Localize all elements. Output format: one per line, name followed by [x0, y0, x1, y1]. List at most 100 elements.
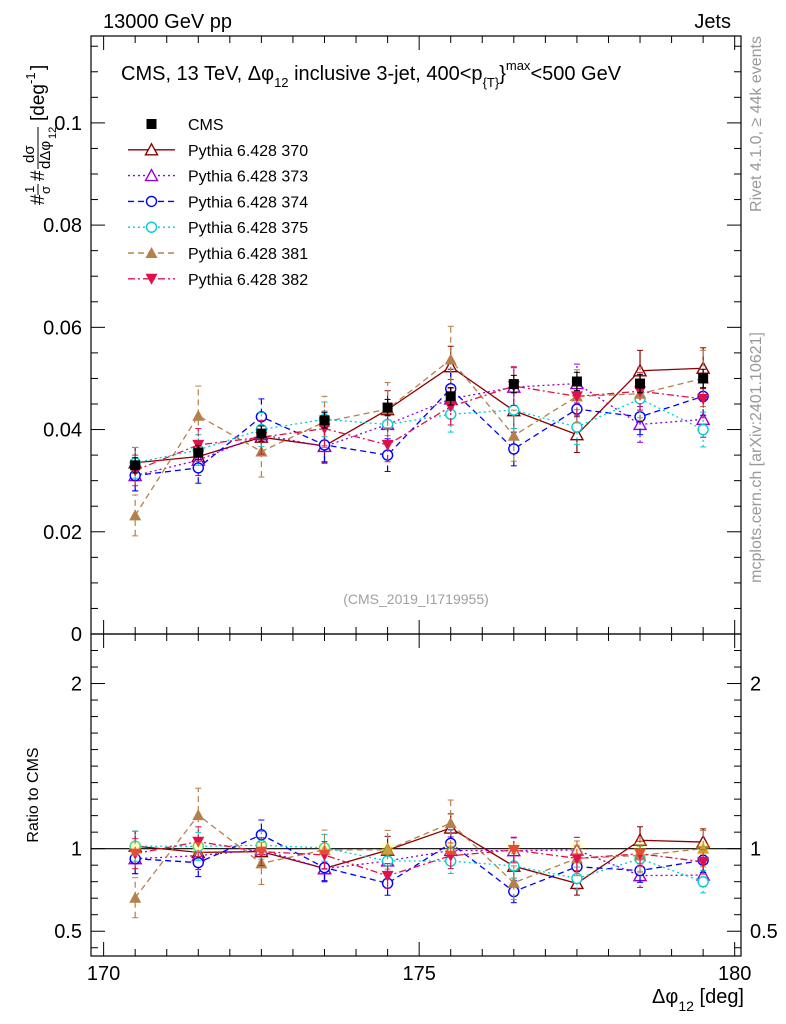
- ratio-series-line: [135, 848, 704, 877]
- marker-square: [130, 460, 141, 471]
- ratio-y-tick-label: 2: [71, 674, 82, 696]
- marker-square: [635, 378, 646, 389]
- marker-triangle: [507, 429, 520, 441]
- ratio-series-line: [135, 841, 704, 877]
- series-line: [134, 358, 704, 516]
- ylabel-den1: σ: [38, 186, 53, 194]
- marker-triangle-down: [318, 849, 331, 861]
- marker-square: [256, 428, 267, 439]
- legend-label: Pythia 6.428 373: [188, 169, 308, 186]
- marker-triangle: [129, 509, 142, 521]
- ratio-data-band: [570, 842, 583, 855]
- marker-triangle-down: [381, 439, 394, 451]
- ylabel-hash2: #: [28, 170, 49, 181]
- ratio-series-pythia-6-428-381: [129, 787, 710, 919]
- marker-triangle-down: [145, 273, 158, 285]
- ratio-data-band: [507, 842, 520, 855]
- ylabel-unit-sup: -1: [23, 72, 38, 84]
- marker-triangle: [444, 817, 457, 829]
- marker-triangle-down: [318, 423, 331, 435]
- legend-label: Pythia 6.428 382: [188, 272, 308, 289]
- marker-circle: [145, 195, 158, 208]
- x-tick-label: 175: [402, 963, 435, 985]
- ratio-data-band: [697, 842, 710, 855]
- ylabel-hash1: #: [28, 194, 49, 205]
- ratio-plot-frame: [90, 633, 742, 957]
- marker-square: [508, 379, 519, 390]
- ratio-data-band: [634, 842, 647, 855]
- marker-triangle: [192, 409, 205, 421]
- legend-label: Pythia 6.428 374: [188, 194, 308, 211]
- marker-triangle-down: [697, 393, 710, 405]
- ratio-y-axis-label: Ratio to CMS: [25, 747, 42, 842]
- marker-triangle-down: [570, 853, 583, 865]
- marker-triangle-down: [129, 848, 142, 860]
- legend-label: CMS: [188, 117, 224, 134]
- y-tick-label: 0.1: [54, 113, 82, 135]
- legend-label: Pythia 6.428 375: [188, 220, 308, 237]
- ratio-series-pythia-6-428-373: [127, 835, 711, 888]
- header-right-text: Jets: [694, 11, 731, 33]
- y-tick-label: 0: [71, 624, 82, 646]
- marker-triangle: [144, 142, 159, 156]
- marker-triangle-down: [444, 401, 457, 413]
- main-y-axis-label: # 1 σ # dσ dΔφ 12 [deg -1 ]: [21, 65, 59, 205]
- series-pythia-6-428-381: [129, 325, 710, 537]
- marker-circle: [697, 875, 709, 888]
- analysis-watermark: (CMS_2019_I1719955): [343, 591, 489, 607]
- side-text-top: Rivet 4.1.0, ≥ 44k events: [748, 36, 765, 212]
- ratio-y-tick-label: 0.5: [54, 921, 82, 943]
- y-tick-label: 0.06: [43, 317, 82, 339]
- ratio-y-tick-label-right: 0.5: [750, 921, 778, 943]
- x-tick-label: 180: [718, 963, 751, 985]
- series-line: [135, 382, 704, 477]
- marker-triangle-down: [444, 850, 457, 862]
- marker-triangle-down: [255, 846, 268, 858]
- marker-circle: [145, 221, 158, 233]
- ylabel-num2: dσ: [21, 145, 38, 163]
- y-tick-label: 0.02: [43, 522, 82, 544]
- ylabel-den2-sub: 12: [47, 127, 59, 139]
- ratio-series-line: [135, 834, 704, 893]
- marker-square: [382, 402, 393, 413]
- y-tick-label: 0.04: [43, 420, 82, 442]
- ylabel-num1: 1: [22, 186, 37, 193]
- ratio-series-line: [135, 827, 704, 885]
- marker-circle: [571, 421, 583, 433]
- legend-label: Pythia 6.428 370: [188, 143, 308, 160]
- series-line: [135, 387, 704, 477]
- ratio-series-group: [127, 787, 711, 919]
- ratio-series-pythia-6-428-382: [129, 826, 710, 889]
- ratio-y-tick-label: 1: [71, 839, 82, 861]
- header-left-text: 13000 GeV pp: [103, 11, 232, 33]
- marker-triangle-down: [570, 391, 583, 403]
- x-tick-label: 170: [87, 963, 120, 985]
- marker-triangle: [145, 247, 158, 258]
- series-line: [135, 365, 704, 464]
- marker-triangle-down: [507, 845, 520, 857]
- ylabel-unit: [deg: [28, 84, 49, 121]
- legend-label: Pythia 6.428 381: [188, 246, 308, 263]
- ratio-y-tick-label-right: 1: [750, 839, 761, 861]
- series-line: [135, 398, 704, 464]
- marker-triangle: [381, 843, 394, 855]
- ratio-series-cms: [129, 841, 710, 857]
- main-series-group: [127, 325, 711, 537]
- chart-title: CMS, 13 TeV, Δφ12 inclusive 3-jet, 400<p…: [121, 58, 622, 90]
- marker-triangle: [144, 168, 159, 182]
- marker-triangle: [444, 353, 457, 365]
- ratio-series-pythia-6-428-375: [129, 830, 709, 894]
- series-cms: [130, 368, 709, 474]
- marker-triangle: [129, 891, 142, 903]
- marker-triangle-down: [192, 836, 205, 848]
- x-axis-label: Δφ12 [deg]: [652, 986, 744, 1014]
- marker-triangle-down: [634, 848, 647, 860]
- ratio-data-band: [318, 842, 331, 855]
- ratio-data-band: [192, 842, 205, 856]
- series-pythia-6-428-370: [127, 345, 711, 479]
- marker-triangle: [192, 809, 205, 821]
- ratio-data-band: [381, 842, 394, 855]
- ratio-data-band: [129, 841, 142, 857]
